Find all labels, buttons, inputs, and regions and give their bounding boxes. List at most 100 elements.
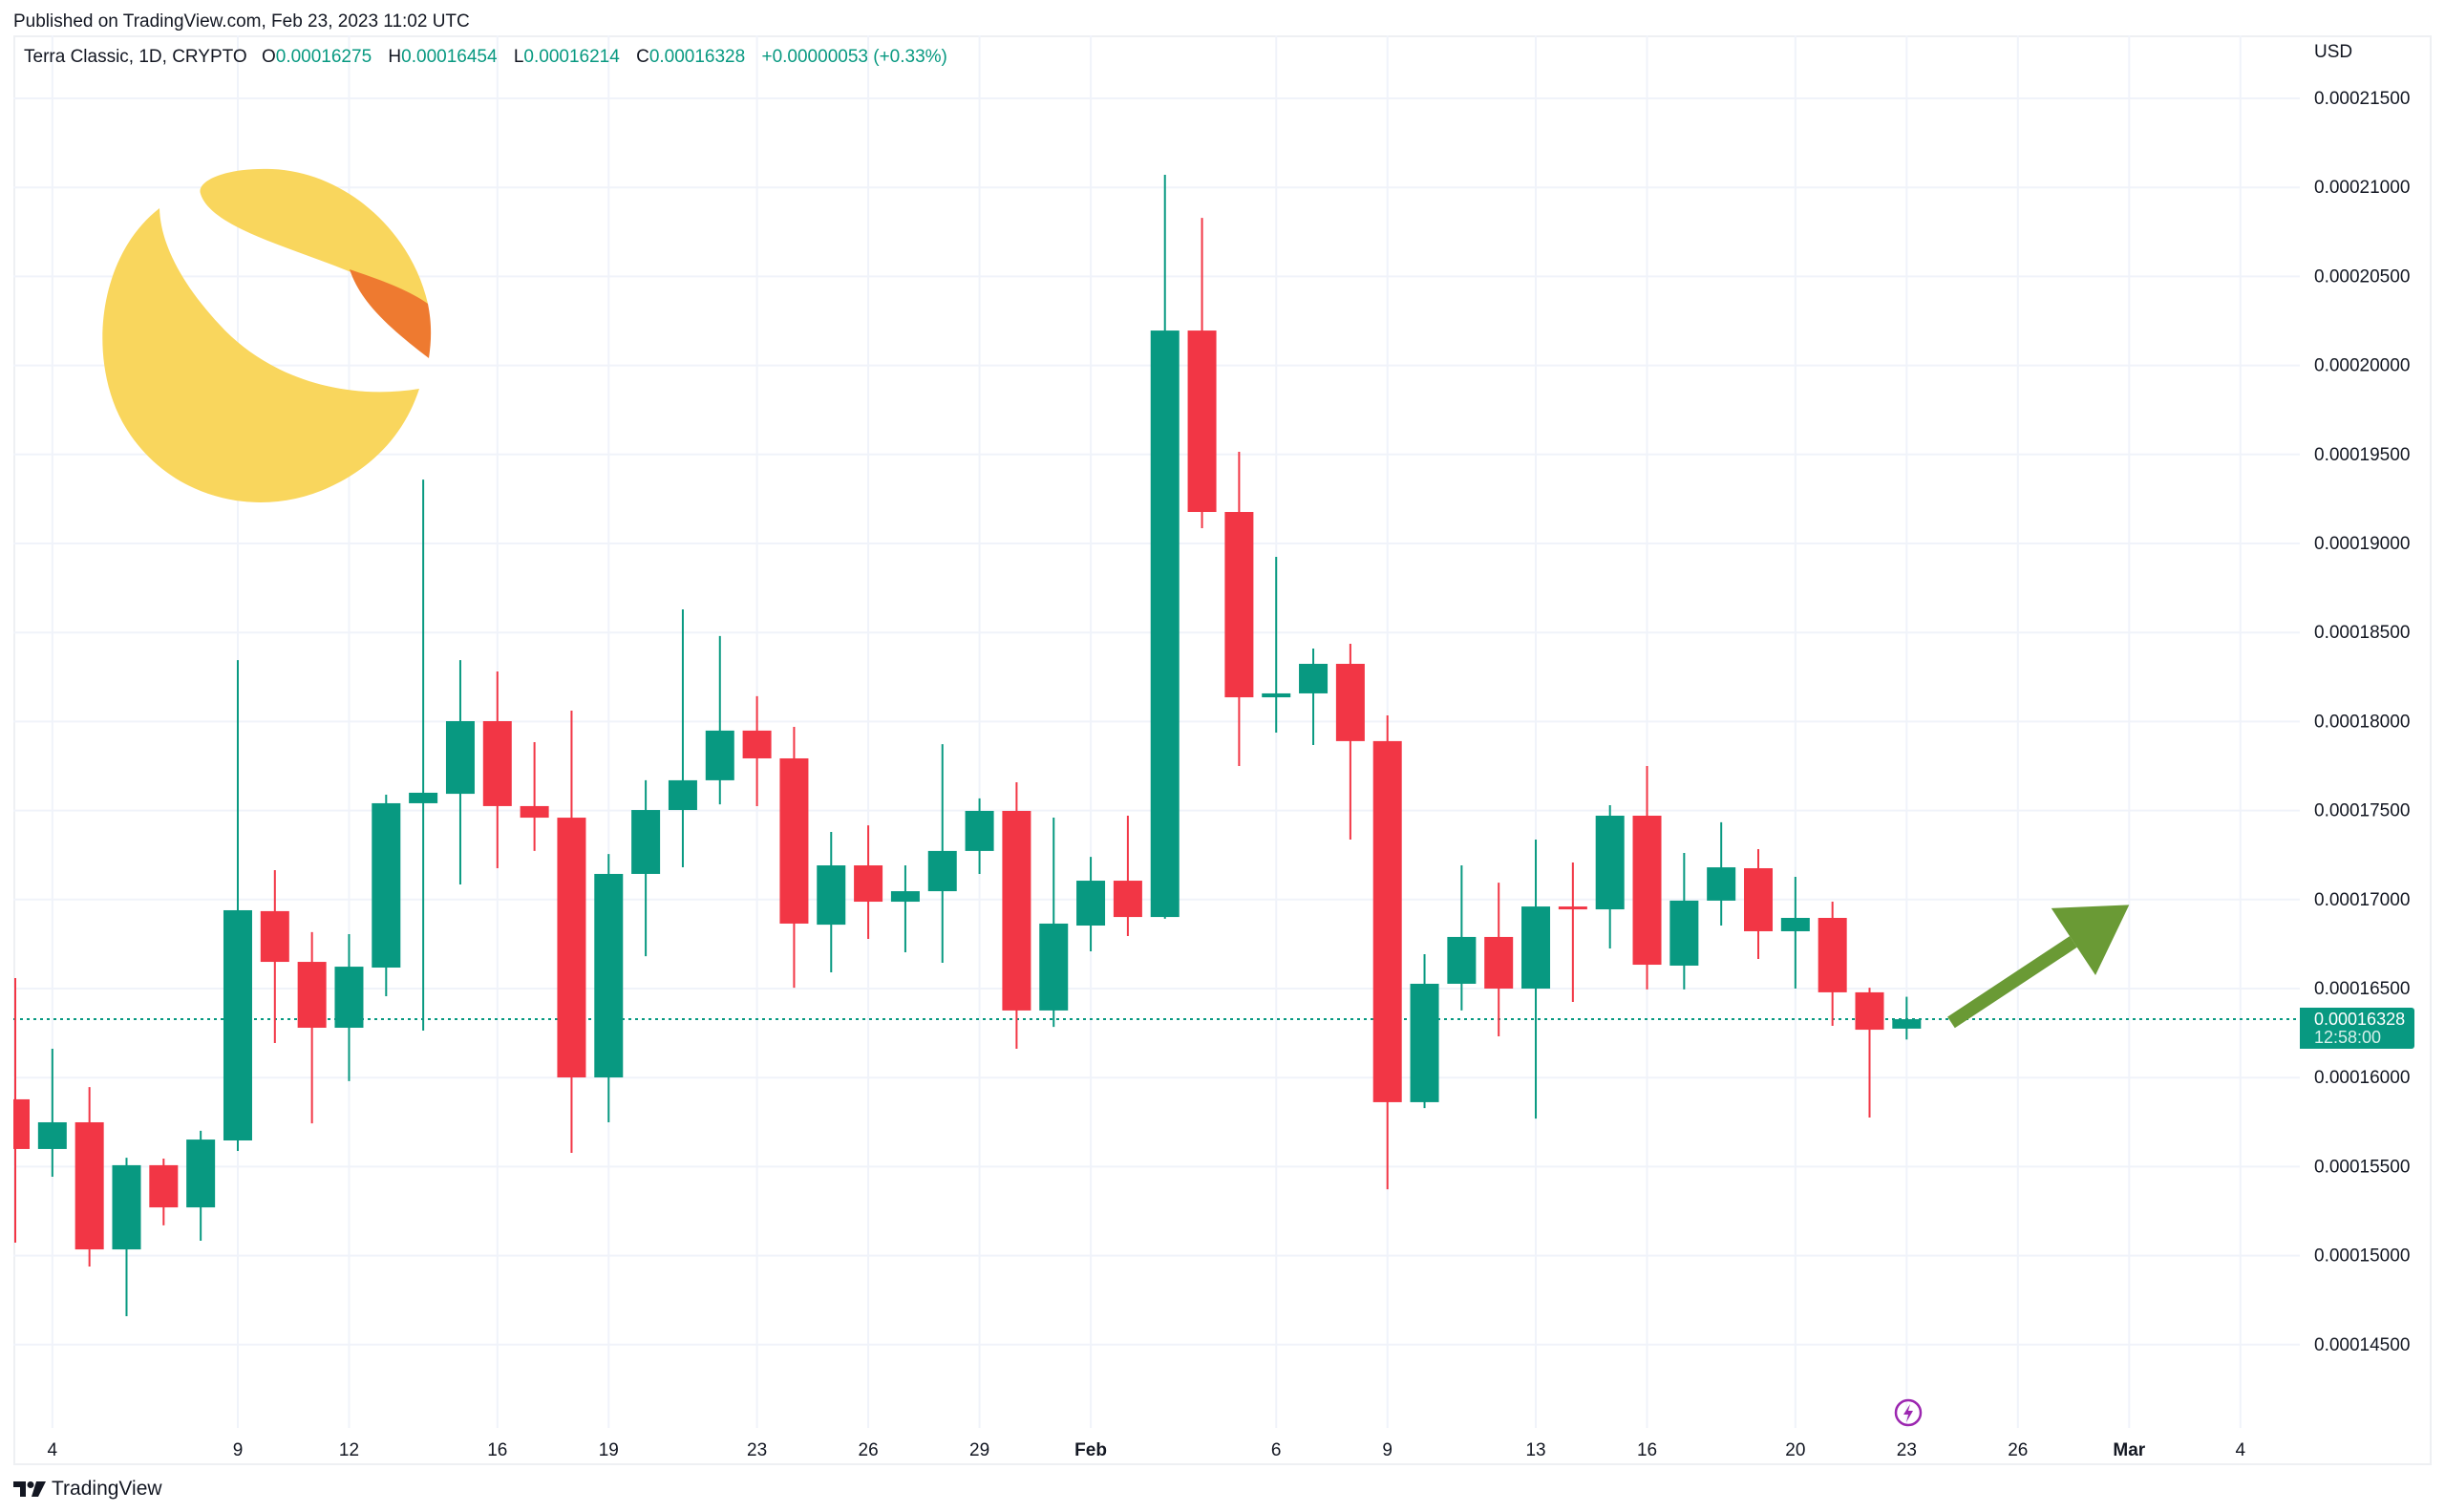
price-tick-label: 0.00021000 bbox=[2314, 178, 2410, 198]
candle-down bbox=[779, 726, 809, 989]
time-tick-label: 26 bbox=[859, 1440, 879, 1460]
candle-down bbox=[1558, 862, 1587, 1002]
candle-up bbox=[223, 660, 252, 1151]
candle-up bbox=[1262, 556, 1291, 733]
time-tick-label: 16 bbox=[487, 1440, 507, 1460]
candle-body bbox=[927, 850, 957, 892]
chart-frame bbox=[13, 35, 2432, 1465]
candle-body bbox=[1039, 923, 1069, 1011]
candle-body bbox=[260, 910, 289, 963]
candle-body bbox=[37, 1121, 67, 1149]
symbol-legend: Terra Classic, 1D, CRYPTO O0.00016275 H0… bbox=[24, 47, 947, 68]
candle-body bbox=[1002, 810, 1031, 1011]
time-tick-label: 13 bbox=[1525, 1440, 1545, 1460]
candle-up bbox=[372, 795, 401, 997]
time-tick-label: 19 bbox=[599, 1440, 619, 1460]
candle-up bbox=[1707, 821, 1736, 926]
price-tick-label: 0.00018000 bbox=[2314, 712, 2410, 732]
candle-body bbox=[74, 1121, 104, 1250]
candle-up bbox=[334, 933, 364, 1081]
symbol-title: Terra Classic, 1D, CRYPTO bbox=[24, 47, 247, 67]
candle-body bbox=[1780, 917, 1810, 931]
candle-down bbox=[1224, 452, 1254, 766]
lightning-bolt-icon[interactable] bbox=[1894, 1398, 1923, 1427]
candle-up bbox=[409, 479, 438, 1031]
candle-down bbox=[1187, 218, 1217, 528]
candle-body bbox=[223, 909, 252, 1140]
price-tick-label: 0.00015500 bbox=[2314, 1157, 2410, 1177]
candle-down bbox=[482, 671, 512, 868]
price-tick-label: 0.00019500 bbox=[2314, 445, 2410, 465]
candle-body bbox=[409, 792, 438, 803]
price-tick-label: 0.00014500 bbox=[2314, 1335, 2410, 1355]
candle-body bbox=[372, 802, 401, 969]
time-tick-label: 29 bbox=[969, 1440, 989, 1460]
candle-body bbox=[668, 779, 697, 811]
candle-body bbox=[631, 810, 661, 874]
tradingview-logo[interactable]: TradingView bbox=[13, 1478, 162, 1501]
candle-up bbox=[1039, 818, 1069, 1028]
candle-up bbox=[965, 798, 994, 874]
candle-body bbox=[186, 1139, 216, 1208]
time-tick-label: Mar bbox=[2113, 1440, 2145, 1460]
candle-body bbox=[594, 873, 624, 1078]
candle-down bbox=[74, 1087, 104, 1267]
candle-body bbox=[1187, 330, 1217, 513]
tradingview-logo-icon bbox=[13, 1481, 46, 1497]
candle-down bbox=[1002, 781, 1031, 1050]
candle-down bbox=[1818, 902, 1847, 1026]
candle-body bbox=[445, 721, 475, 795]
candle-down bbox=[13, 978, 30, 1243]
candle-down bbox=[1744, 849, 1774, 960]
time-tick-label: 9 bbox=[1382, 1440, 1393, 1460]
candle-body bbox=[557, 818, 586, 1078]
candle-body bbox=[1669, 900, 1699, 966]
candle-up bbox=[1892, 996, 1922, 1040]
candle-up bbox=[1595, 805, 1625, 949]
price-tick-label: 0.00020500 bbox=[2314, 266, 2410, 287]
price-tick-label: 0.00016000 bbox=[2314, 1068, 2410, 1088]
price-tick-label: 0.00015000 bbox=[2314, 1246, 2410, 1267]
time-axis[interactable]: 4 9 12 16 19 23 26 29 Feb 6 9 13 16 20 23 26 Mar 4 bbox=[48, 1440, 2246, 1460]
candle-body bbox=[1076, 881, 1106, 926]
candle-up bbox=[1521, 839, 1551, 1119]
currency-label: USD bbox=[2314, 42, 2353, 62]
candle-body bbox=[854, 865, 883, 903]
price-axis[interactable]: 0.00021500 0.00021000 0.00020500 0.00020000… bbox=[2314, 89, 2410, 1355]
price-tick-label: 0.00017500 bbox=[2314, 801, 2410, 821]
time-tick-label: 26 bbox=[2008, 1440, 2028, 1460]
candle-body bbox=[1447, 936, 1477, 984]
candle-down bbox=[1855, 988, 1884, 1118]
price-tick-label: 0.00017000 bbox=[2314, 890, 2410, 910]
candle-down bbox=[520, 742, 549, 851]
time-tick-label: 4 bbox=[2236, 1440, 2246, 1460]
candle-down bbox=[1632, 766, 1662, 990]
price-tick-label: 0.00018500 bbox=[2314, 623, 2410, 643]
tradingview-brand: TradingView bbox=[52, 1478, 162, 1500]
candle-down bbox=[557, 711, 586, 1154]
candle-body bbox=[1335, 664, 1365, 741]
candle-body bbox=[1595, 816, 1625, 910]
candle-body bbox=[779, 757, 809, 924]
candle-up bbox=[1669, 852, 1699, 990]
candle-down bbox=[149, 1159, 179, 1225]
candle-up bbox=[1299, 648, 1329, 746]
time-tick-label: 9 bbox=[233, 1440, 244, 1460]
candle-body bbox=[1707, 867, 1736, 901]
candle-up bbox=[927, 744, 957, 963]
open-label: O bbox=[261, 47, 276, 67]
trend-up-arrow[interactable] bbox=[1947, 905, 2130, 1029]
arrow-head bbox=[2051, 905, 2130, 976]
high-label: H bbox=[388, 47, 402, 67]
candle-up bbox=[705, 635, 734, 805]
candle-up bbox=[37, 1049, 67, 1178]
time-tick-label: 6 bbox=[1271, 1440, 1282, 1460]
candle-up bbox=[1410, 954, 1439, 1109]
candle-up bbox=[1447, 865, 1477, 1011]
candle-body bbox=[817, 865, 846, 926]
candle-body bbox=[1410, 983, 1439, 1102]
terra-luna-classic-logo bbox=[102, 168, 432, 502]
change-value: +0.00000053 (+0.33%) bbox=[761, 47, 947, 67]
candle-body bbox=[965, 810, 994, 851]
